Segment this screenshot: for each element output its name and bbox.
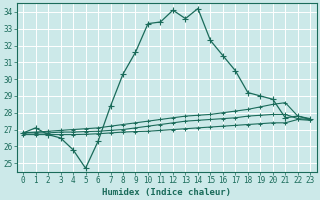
X-axis label: Humidex (Indice chaleur): Humidex (Indice chaleur) xyxy=(102,188,231,197)
